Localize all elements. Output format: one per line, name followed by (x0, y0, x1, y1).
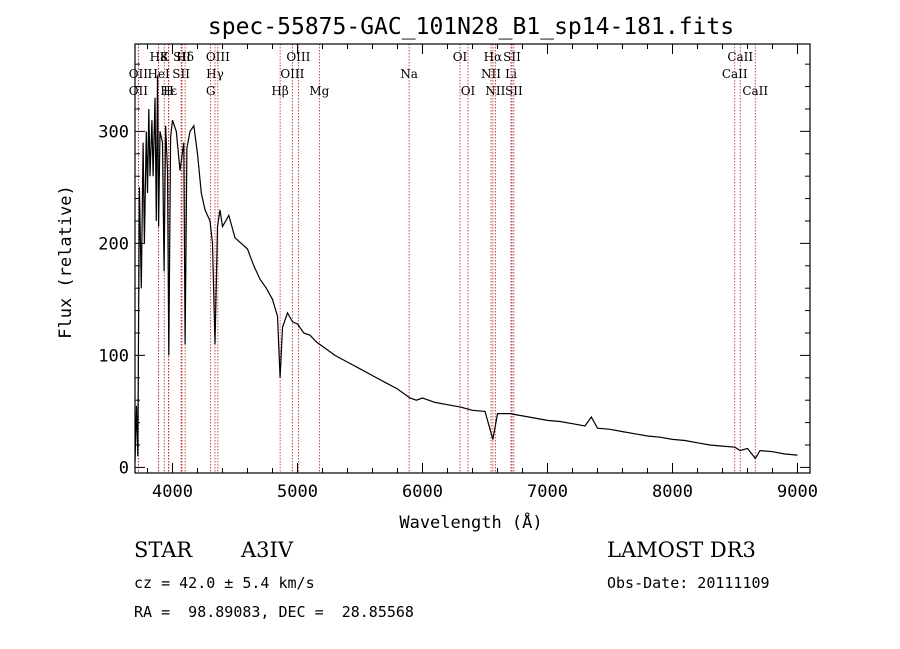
redshift-value: cz = 42.0 ± 5.4 km/s (134, 574, 315, 592)
spectral-line-label: H (163, 84, 173, 98)
spectral-line-label: OIII (206, 50, 230, 64)
plot-frame (134, 43, 811, 474)
chart-title: spec-55875-GAC_101N28_B1_sp14-181.fits (208, 14, 734, 40)
survey-name: LAMOST DR3 (607, 538, 756, 562)
spectral-line-label: Mg (309, 84, 329, 98)
spectral-line-label: K (160, 50, 170, 64)
spectral-line-label: CaII (727, 50, 753, 64)
spectral-line-label: G (206, 84, 216, 98)
spectral-line-label: OII (129, 84, 149, 98)
x-tick-label: 4000 (152, 482, 193, 502)
coordinates: RA = 98.89083, DEC = 28.85568 (134, 603, 414, 621)
spectral-line-label: Hγ (206, 67, 224, 81)
x-tick-label: 9000 (777, 482, 818, 502)
x-tick-label: 8000 (652, 482, 693, 502)
spectral-line-label: SII (173, 50, 191, 64)
x-axis-label: Wavelength (Å) (399, 511, 542, 533)
object-class: STAR (134, 538, 193, 562)
spectral-line-label: OII (129, 67, 149, 81)
spectral-line-label: Hδ (176, 50, 194, 64)
spectral-line-label: Hβ (271, 84, 288, 98)
spectral-line-label: H8 (150, 50, 168, 64)
spectral-line-label: OIII (286, 50, 310, 64)
spectral-line-label: CaII (742, 84, 768, 98)
x-tick-label: 6000 (402, 482, 443, 502)
y-tick-label: 200 (98, 234, 129, 254)
spectral-line-label: Na (400, 67, 418, 81)
spectral-line-label: SII (505, 84, 523, 98)
flux-series-line (134, 75, 798, 462)
spectral-line-label: CaII (722, 67, 748, 81)
x-tick-label: 7000 (527, 482, 568, 502)
spectral-line-label: SII (503, 50, 521, 64)
spectral-line-label: OIII (280, 67, 304, 81)
spectral-line-label: NII (485, 84, 505, 98)
y-tick-label: 100 (98, 346, 129, 366)
observation-date: Obs-Date: 20111109 (607, 574, 770, 592)
spectral-line-label: HeI (147, 67, 170, 81)
spectral-line-label: Hα (484, 50, 503, 64)
spectral-line-label: OI (461, 84, 476, 98)
y-axis-label: Flux (relative) (56, 185, 76, 339)
spectral-line-label: OI (453, 50, 468, 64)
spectral-line-label: NII (481, 67, 501, 81)
object-subclass: A3IV (241, 538, 293, 562)
spectral-line-markers (137, 44, 756, 473)
x-tick-label: 5000 (277, 482, 318, 502)
spectral-line-label: SII (172, 67, 190, 81)
spectral-line-label: Hε (160, 84, 177, 98)
axis-ticks: 4000 5000 6000 7000 8000 9000 0 100 200 300 (98, 44, 818, 502)
y-tick-label: 0 (119, 458, 129, 478)
y-tick-label: 300 (98, 122, 129, 142)
spectral-line-label: Li (505, 67, 517, 81)
